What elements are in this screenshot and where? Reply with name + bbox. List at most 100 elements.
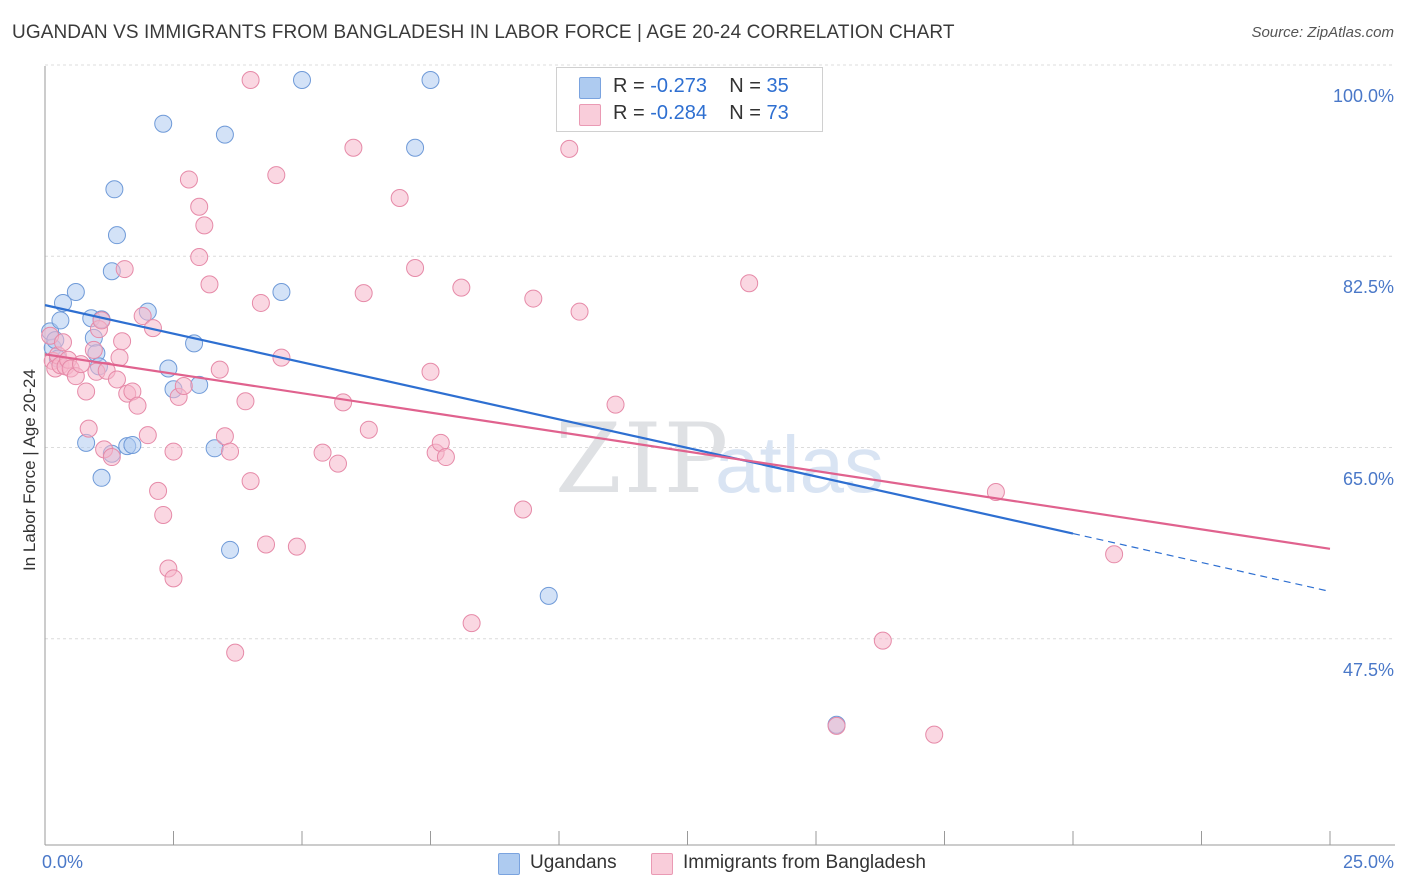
point-ugandans [154,114,173,133]
point-bangladesh [406,258,425,277]
point-bangladesh [210,360,229,379]
trend-line-bangladesh [44,353,1331,550]
y-tick-label: 47.5% [1342,659,1394,680]
trend-line-ugandans-extension [1072,532,1331,593]
point-bangladesh [221,442,240,461]
point-bangladesh [925,725,944,744]
point-bangladesh [164,569,183,588]
point-bangladesh [570,302,589,321]
point-bangladesh [241,472,260,491]
point-bangladesh [179,170,198,189]
n-value-bangladesh: 73 [766,102,789,124]
point-ugandans [105,180,124,199]
point-bangladesh [92,311,111,330]
point-ugandans [51,311,70,330]
legend-swatch-bangladesh [579,104,601,126]
point-bangladesh [740,274,759,293]
gridlines [45,64,1395,640]
point-bangladesh [53,333,72,352]
source-credit: Source: ZipAtlas.com [1251,24,1394,41]
point-ugandans [92,468,111,487]
point-ugandans [66,283,85,302]
point-ugandans [215,125,234,144]
point-bangladesh [226,643,245,662]
point-bangladesh [873,631,892,650]
r-label: R = [613,102,645,124]
point-bangladesh [313,443,332,462]
stats-legend: R = -0.273 N = 35 R = -0.284 N = 73 [556,67,823,132]
point-bangladesh [287,537,306,556]
point-bangladesh [102,448,121,467]
x-tick-label-min: 0.0% [42,852,84,872]
point-bangladesh [133,307,152,326]
point-bangladesh [359,420,378,439]
point-ugandans [272,283,291,302]
point-bangladesh [149,481,168,500]
watermark-zip: ZIP [555,403,730,515]
point-bangladesh [390,189,409,208]
r-value-bangladesh: -0.284 [650,102,707,124]
trend-lines [44,304,1331,593]
point-bangladesh [328,454,347,473]
point-bangladesh [267,166,286,185]
point-bangladesh [84,340,103,359]
point-bangladesh [241,71,260,89]
point-bangladesh [257,535,276,554]
series-bangladesh [41,71,1124,744]
point-bangladesh [164,442,183,461]
point-bangladesh [107,370,126,389]
point-bangladesh [606,395,625,414]
point-ugandans [221,540,240,559]
point-bangladesh [436,448,455,467]
watermark: ZIP atlas [555,403,884,515]
watermark-atlas: atlas [715,420,884,509]
legend-label-ugandans: Ugandans [530,852,617,873]
point-bangladesh [1105,545,1124,564]
axes [44,66,1395,846]
point-bangladesh [190,248,209,267]
point-bangladesh [77,382,96,401]
point-bangladesh [452,278,471,297]
x-tick-label-max: 25.0% [1342,852,1394,872]
point-bangladesh [195,216,214,235]
point-ugandans [293,71,311,89]
point-bangladesh [154,505,173,524]
point-bangladesh [190,197,209,216]
n-value-ugandans: 35 [766,75,789,97]
point-bangladesh [560,139,579,158]
point-ugandans [539,586,558,605]
point-ugandans [406,138,425,157]
y-tick-label: 82.5% [1342,277,1394,298]
point-bangladesh [986,483,1005,502]
trend-line-ugandans [44,304,1074,535]
y-tick-label: 65.0% [1342,468,1394,489]
point-bangladesh [514,500,533,519]
point-bangladesh [138,426,157,445]
point-ugandans [107,226,126,245]
point-bangladesh [524,289,543,308]
y-tick-label: 100.0% [1332,86,1394,106]
point-bangladesh [215,427,234,446]
point-ugandans [421,71,440,89]
legend-label-bangladesh: Immigrants from Bangladesh [683,852,926,873]
point-ugandans [123,436,142,455]
n-label: N = [729,102,761,124]
n-label: N = [729,75,761,97]
point-bangladesh [128,396,147,415]
r-value-ugandans: -0.273 [650,75,707,97]
point-bangladesh [236,392,255,411]
point-bangladesh [827,716,846,735]
point-bangladesh [334,393,353,412]
legend-swatch-bangladesh [651,853,673,875]
series-points [41,71,1124,744]
point-bangladesh [421,362,440,381]
point-bangladesh [110,348,129,367]
point-bangladesh [115,260,134,279]
point-bangladesh [354,284,373,303]
point-bangladesh [200,275,219,294]
chart-title: UGANDAN VS IMMIGRANTS FROM BANGLADESH IN… [12,22,955,43]
legend-swatch-ugandans [579,77,601,99]
point-bangladesh [344,138,363,157]
point-bangladesh [174,377,193,395]
